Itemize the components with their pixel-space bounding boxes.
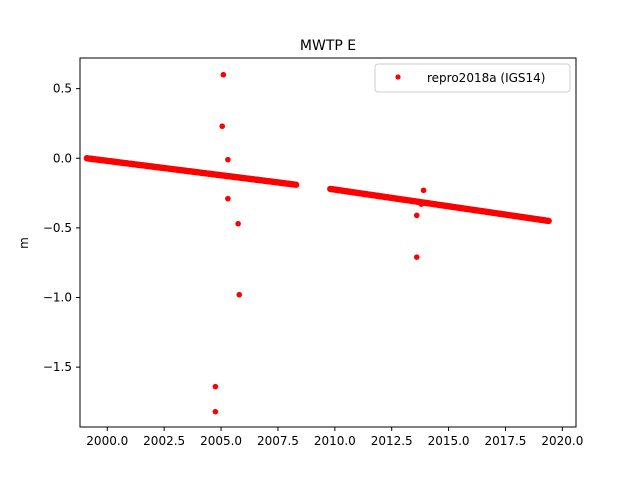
- y-tick-label: 0.0: [53, 151, 72, 165]
- y-axis-ticks: 0.5 0.0 −0.5 −1.0 −1.5: [43, 82, 80, 374]
- x-tick-label: 2020.0: [541, 434, 583, 448]
- y-tick-label: −1.0: [43, 291, 72, 305]
- data-point: [236, 291, 243, 298]
- y-axis-label: m: [17, 237, 31, 249]
- x-tick-label: 2012.5: [371, 434, 413, 448]
- data-point: [212, 408, 219, 415]
- data-marks: [83, 71, 552, 415]
- legend-box: [374, 63, 571, 93]
- y-tick-label: −1.5: [43, 360, 72, 374]
- plot-frame: [79, 57, 577, 428]
- legend-label: repro2018a (IGS14): [427, 71, 545, 85]
- data-point: [220, 71, 227, 78]
- chart-title: MWTP E: [300, 38, 356, 54]
- data-point: [212, 383, 219, 390]
- y-tick-label: −0.5: [43, 221, 72, 235]
- y-tick-label: 0.5: [53, 82, 72, 96]
- x-tick-label: 2017.5: [484, 434, 526, 448]
- legend-marker: [395, 74, 401, 80]
- data-point: [225, 195, 231, 202]
- data-point: [420, 187, 427, 194]
- x-axis-ticks: 2000.0 2002.5 2005.0 2007.5 2010.0 2012.5 2015…: [86, 427, 583, 448]
- data-point: [235, 220, 241, 227]
- x-tick-label: 2000.0: [86, 434, 128, 448]
- data-point: [413, 254, 420, 260]
- data-point: [292, 181, 300, 188]
- legend: repro2018a (IGS14): [374, 63, 571, 93]
- data-point: [418, 201, 425, 208]
- data-point: [219, 123, 226, 130]
- x-tick-label: 2015.0: [428, 434, 470, 448]
- data-point: [545, 217, 552, 225]
- x-tick-label: 2007.5: [257, 434, 299, 448]
- x-tick-label: 2005.0: [200, 434, 242, 448]
- data-point: [225, 156, 231, 163]
- data-point: [413, 212, 420, 219]
- x-tick-label: 2010.0: [314, 434, 356, 448]
- x-tick-label: 2002.5: [143, 434, 185, 448]
